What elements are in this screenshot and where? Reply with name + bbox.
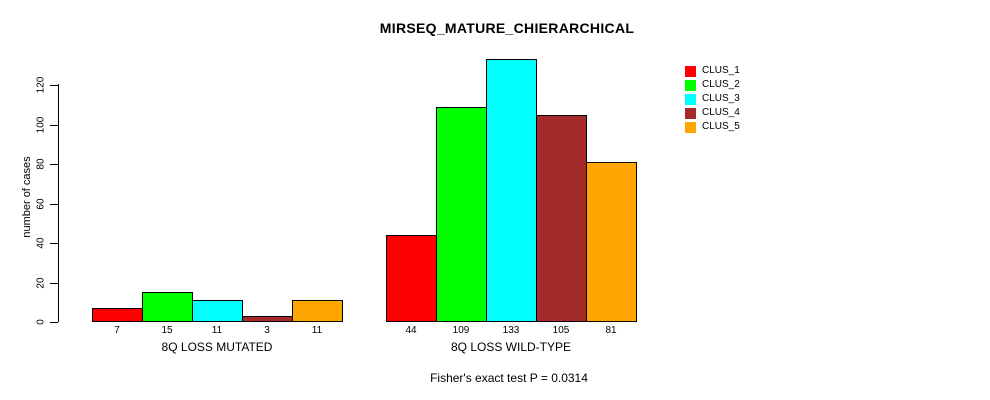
legend-label: CLUS_4 bbox=[702, 107, 740, 118]
y-tick-label-40: 40 bbox=[35, 237, 47, 249]
group-label-2: 8Q LOSS WILD-TYPE bbox=[450, 340, 572, 354]
y-tick-label-20: 20 bbox=[35, 277, 47, 289]
bar-clus_4-group-1 bbox=[242, 316, 293, 322]
bar-value-label: 133 bbox=[502, 325, 520, 336]
legend-label: CLUS_5 bbox=[702, 121, 740, 132]
bar-clus_3-group-2 bbox=[486, 59, 537, 322]
bar-value-label: 7 bbox=[114, 325, 120, 336]
legend-swatch-clus_5 bbox=[685, 121, 696, 133]
bar-value-label: 81 bbox=[605, 325, 617, 336]
chart-title: MIRSEQ_MATURE_CHIERARCHICAL bbox=[379, 20, 635, 36]
bar-clus_2-group-1 bbox=[142, 292, 193, 322]
y-tick-label-80: 80 bbox=[35, 158, 47, 170]
bar-value-label: 15 bbox=[161, 325, 173, 336]
y-tick-mark-100 bbox=[50, 125, 58, 126]
y-tick-mark-40 bbox=[50, 243, 58, 244]
bar-clus_3-group-1 bbox=[192, 300, 243, 322]
y-tick-label-100: 100 bbox=[35, 116, 47, 134]
legend-label: CLUS_3 bbox=[702, 93, 740, 104]
bar-clus_5-group-2 bbox=[586, 162, 637, 322]
y-tick-mark-120 bbox=[50, 85, 58, 86]
fisher-test-annotation: Fisher's exact test P = 0.0314 bbox=[430, 371, 588, 385]
legend-item-clus_4: CLUS_4 bbox=[685, 106, 740, 120]
legend-swatch-clus_4 bbox=[685, 107, 696, 119]
y-tick-mark-60 bbox=[50, 204, 58, 205]
legend: CLUS_1 CLUS_2 CLUS_3 CLUS_4 CLUS_5 bbox=[685, 64, 740, 134]
bar-value-label: 109 bbox=[452, 325, 470, 336]
bar-value-label: 11 bbox=[311, 325, 323, 336]
y-tick-label-60: 60 bbox=[35, 198, 47, 210]
group-label-1: 8Q LOSS MUTATED bbox=[161, 340, 273, 354]
bar-value-label: 3 bbox=[264, 325, 270, 336]
legend-swatch-clus_1 bbox=[685, 65, 696, 77]
legend-label: CLUS_1 bbox=[702, 65, 740, 76]
legend-swatch-clus_2 bbox=[685, 79, 696, 91]
bar-clus_4-group-2 bbox=[536, 114, 587, 322]
legend-item-clus_1: CLUS_1 bbox=[685, 64, 740, 78]
y-axis-line bbox=[58, 84, 59, 322]
bar-clus_5-group-1 bbox=[292, 300, 343, 322]
y-tick-mark-20 bbox=[50, 283, 58, 284]
y-tick-label-120: 120 bbox=[35, 76, 47, 94]
legend-item-clus_5: CLUS_5 bbox=[685, 120, 740, 134]
bar-clus_1-group-2 bbox=[386, 235, 437, 322]
legend-swatch-clus_3 bbox=[685, 93, 696, 105]
bar-value-label: 11 bbox=[211, 325, 223, 336]
y-tick-label-0: 0 bbox=[35, 319, 47, 325]
legend-item-clus_3: CLUS_3 bbox=[685, 92, 740, 106]
legend-label: CLUS_2 bbox=[702, 79, 740, 90]
y-axis-label: number of cases bbox=[21, 156, 33, 238]
y-tick-mark-0 bbox=[50, 322, 58, 323]
y-tick-mark-80 bbox=[50, 164, 58, 165]
bar-clus_1-group-1 bbox=[92, 308, 143, 322]
bar-value-label: 44 bbox=[405, 325, 417, 336]
bar-value-label: 105 bbox=[552, 325, 570, 336]
bar-clus_2-group-2 bbox=[436, 106, 487, 322]
legend-item-clus_2: CLUS_2 bbox=[685, 78, 740, 92]
